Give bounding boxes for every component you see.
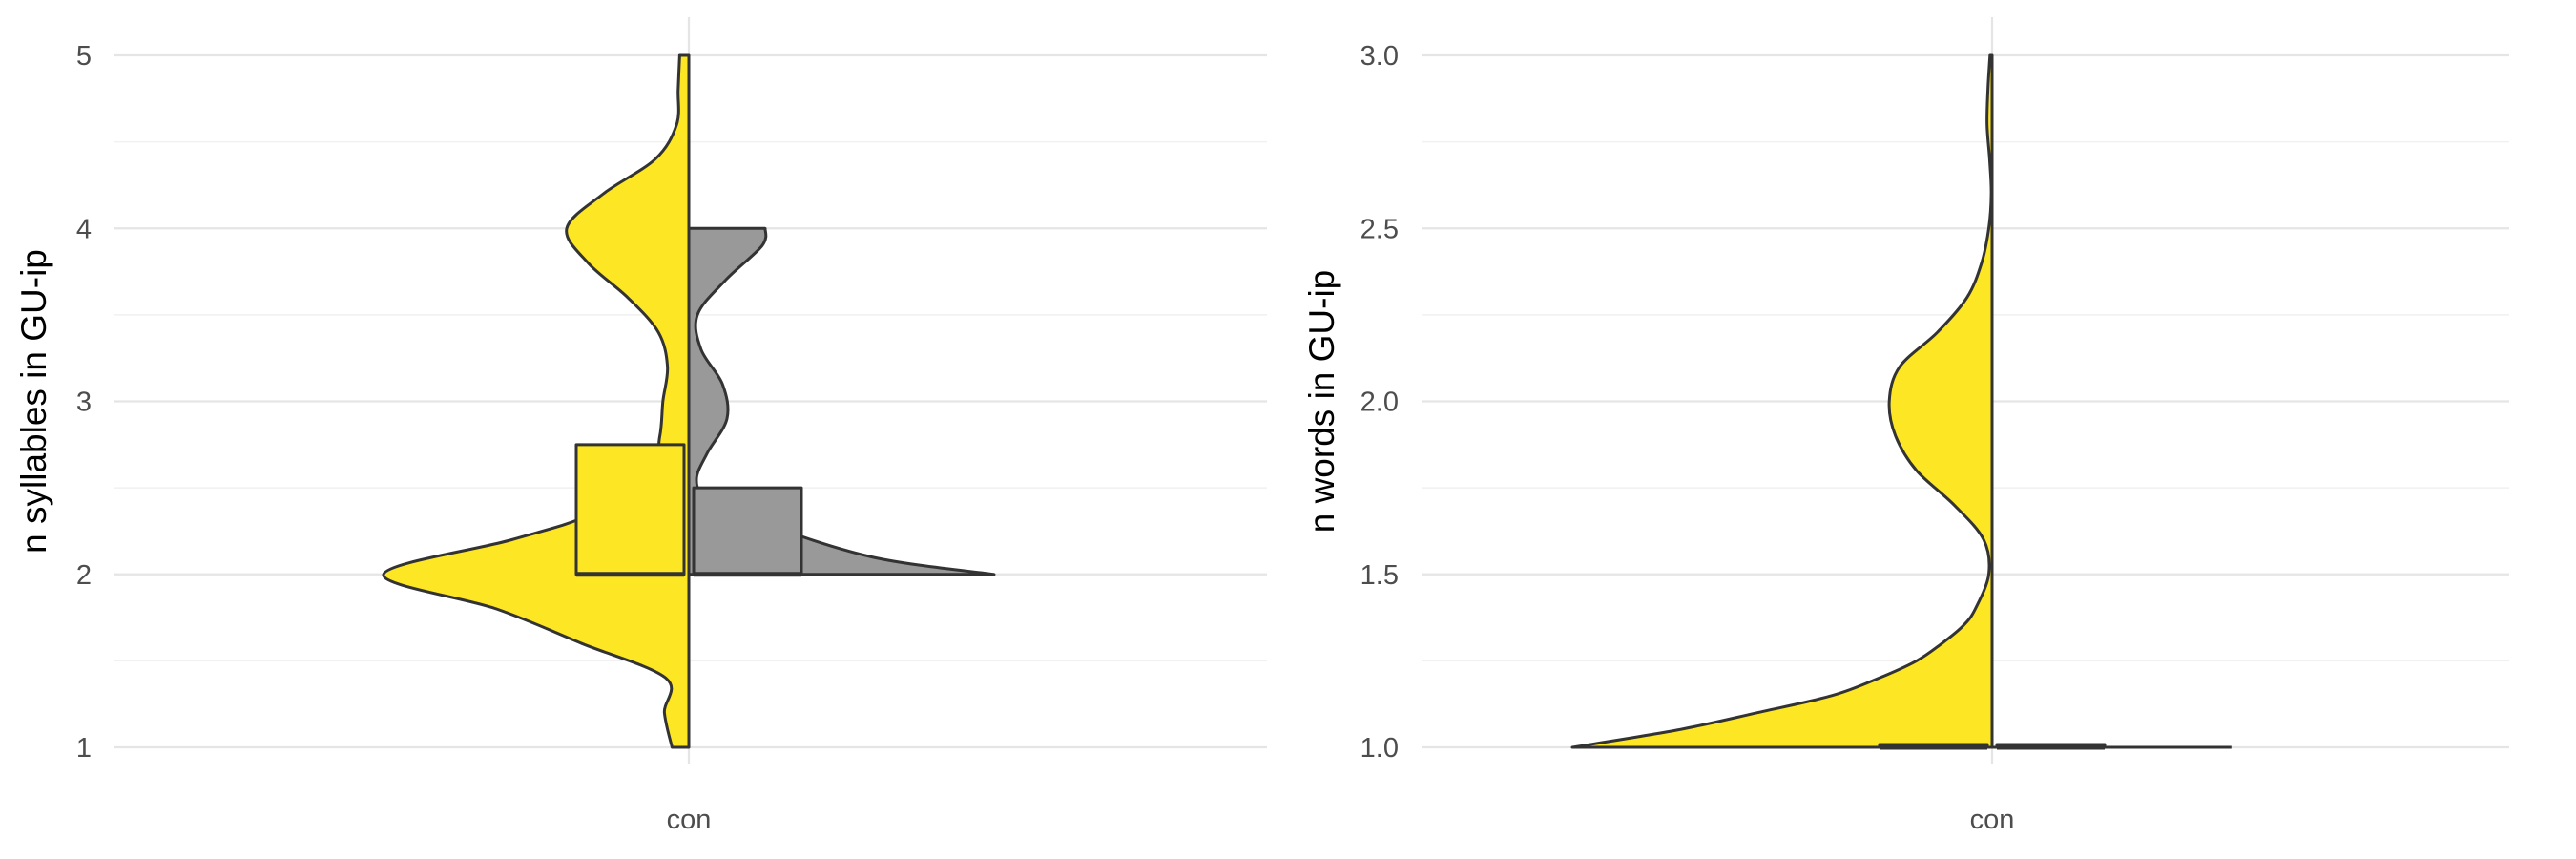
- panel-words: 1.0 1.5 2.0 2.5 3.0 con n words in GU-ip: [1302, 17, 2509, 835]
- y-tick-label: 3.0: [1361, 41, 1399, 72]
- y-tick-label: 4: [76, 214, 92, 244]
- y-tick-labels: 1.0 1.5 2.0 2.5 3.0: [1361, 41, 1399, 764]
- y-tick-label: 2.5: [1361, 214, 1399, 244]
- y-tick-label: 5: [76, 41, 92, 72]
- violins: [1570, 53, 2232, 750]
- box-right: [692, 486, 803, 576]
- y-tick-label: 1: [76, 733, 92, 764]
- x-tick-label: con: [1970, 805, 2015, 835]
- y-tick-label: 1.0: [1361, 733, 1399, 764]
- y-tick-label: 2.0: [1361, 388, 1399, 418]
- y-tick-label: 3: [76, 388, 92, 418]
- y-tick-label: 2: [76, 560, 92, 591]
- violins: [382, 53, 996, 749]
- y-tick-label: 1.5: [1361, 560, 1399, 591]
- violin-left-yellow: [1570, 53, 1994, 749]
- y-axis-title: n words in GU-ip: [1302, 270, 1341, 534]
- y-tick-labels: 1 2 3 4 5: [76, 41, 92, 764]
- y-axis-title: n syllables in GU-ip: [14, 249, 53, 554]
- panel-syllables: 1 2 3 4 5 con n syllables in GU-ip: [14, 17, 1267, 835]
- x-tick-label: con: [667, 805, 712, 835]
- box-left: [574, 443, 686, 576]
